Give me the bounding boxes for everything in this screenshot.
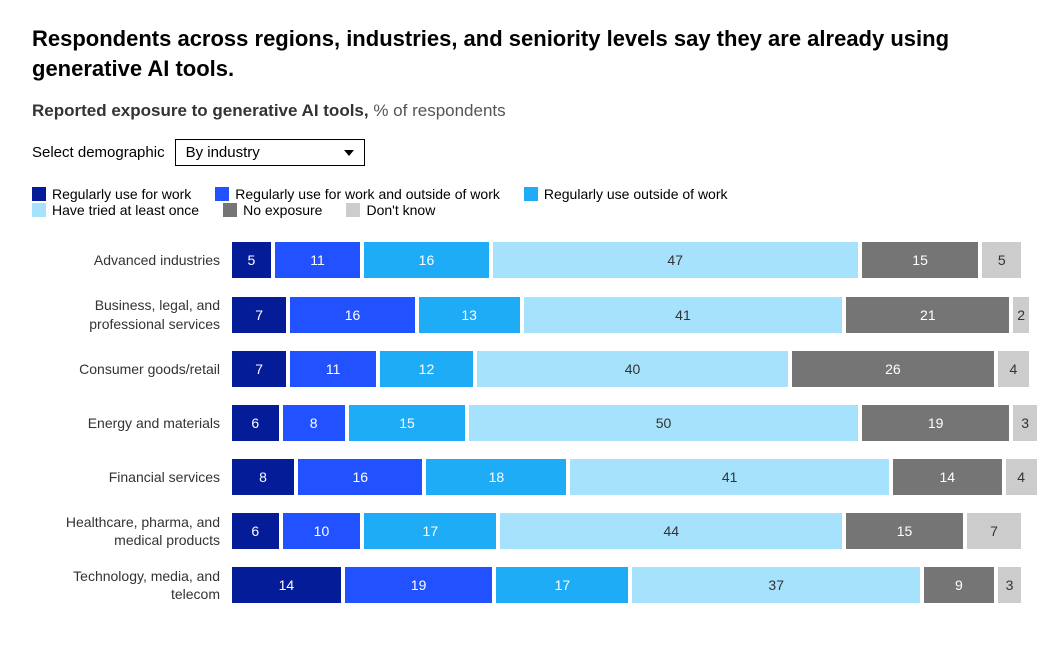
bar-segment: 19 [862,405,1010,441]
row-label: Business, legal, and professional servic… [32,296,232,332]
legend-item: Regularly use for work and outside of wo… [215,186,500,202]
bar-container: 1419173793 [232,567,1009,603]
bar-segment: 7 [232,297,286,333]
chart-row: Energy and materials681550193 [32,405,1009,441]
bar-container: 7111240264 [232,351,1009,387]
bar-segment: 41 [524,297,843,333]
bar-container: 8161841144 [232,459,1009,495]
legend-label: Regularly use outside of work [544,186,728,202]
bar-segment: 3 [1013,405,1036,441]
bar-segment: 21 [846,297,1009,333]
bar-container: 6101744157 [232,513,1009,549]
bar-segment: 50 [469,405,858,441]
bar-segment: 17 [364,513,496,549]
bar-segment: 37 [632,567,919,603]
chart-row: Advanced industries5111647155 [32,242,1009,278]
subtitle-bold: Reported exposure to generative AI tools… [32,101,369,120]
legend-swatch [215,187,229,201]
row-label: Technology, media, and telecom [32,567,232,603]
chart-subtitle: Reported exposure to generative AI tools… [32,101,1009,121]
legend-label: Regularly use for work and outside of wo… [235,186,500,202]
bar-segment: 9 [924,567,994,603]
bar-segment: 15 [846,513,963,549]
bar-segment: 26 [792,351,994,387]
bar-segment: 16 [298,459,422,495]
legend-item: Have tried at least once [32,202,199,218]
bar-segment: 41 [570,459,889,495]
bar-segment: 19 [345,567,493,603]
bar-container: 7161341212 [232,297,1009,333]
bar-segment: 16 [290,297,414,333]
bar-segment: 7 [967,513,1021,549]
bar-segment: 5 [982,242,1021,278]
row-label: Energy and materials [32,414,232,432]
bar-segment: 5 [232,242,271,278]
bar-segment: 2 [1013,297,1029,333]
bar-segment: 8 [283,405,345,441]
row-label: Consumer goods/retail [32,360,232,378]
legend-item: No exposure [223,202,322,218]
legend-label: No exposure [243,202,322,218]
selector-label: Select demographic [32,144,165,161]
legend-label: Have tried at least once [52,202,199,218]
bar-container: 681550193 [232,405,1009,441]
subtitle-rest: % of respondents [369,101,506,120]
bar-segment: 14 [893,459,1002,495]
legend-swatch [32,187,46,201]
chart-row: Consumer goods/retail7111240264 [32,351,1009,387]
legend: Regularly use for work Regularly use for … [32,186,912,218]
row-label: Advanced industries [32,251,232,269]
bar-segment: 11 [290,351,375,387]
bar-segment: 4 [1006,459,1037,495]
demographic-select[interactable]: By industry [175,139,365,166]
bar-segment: 13 [419,297,520,333]
legend-swatch [32,203,46,217]
bar-segment: 12 [380,351,473,387]
bar-segment: 6 [232,513,279,549]
select-value: By industry [186,144,260,161]
bar-segment: 16 [364,242,488,278]
stacked-bar-chart: Advanced industries5111647155Business, l… [32,242,1009,603]
bar-segment: 14 [232,567,341,603]
bar-segment: 17 [496,567,628,603]
row-label: Healthcare, pharma, and medical products [32,513,232,549]
chart-row: Technology, media, and telecom1419173793 [32,567,1009,603]
legend-swatch [223,203,237,217]
bar-segment: 8 [232,459,294,495]
legend-label: Regularly use for work [52,186,191,202]
row-label: Financial services [32,468,232,486]
demographic-selector-row: Select demographic By industry [32,139,1009,166]
bar-segment: 15 [349,405,466,441]
bar-segment: 47 [493,242,858,278]
chevron-down-icon [344,150,354,156]
legend-label: Don't know [366,202,435,218]
chart-row: Healthcare, pharma, and medical products… [32,513,1009,549]
bar-segment: 3 [998,567,1021,603]
legend-item: Don't know [346,202,435,218]
bar-segment: 7 [232,351,286,387]
bar-segment: 11 [275,242,360,278]
bar-segment: 6 [232,405,279,441]
bar-segment: 44 [500,513,842,549]
bar-segment: 15 [862,242,979,278]
bar-segment: 4 [998,351,1029,387]
legend-swatch [524,187,538,201]
bar-container: 5111647155 [232,242,1009,278]
legend-item: Regularly use for work [32,186,191,202]
legend-swatch [346,203,360,217]
bar-segment: 10 [283,513,361,549]
legend-item: Regularly use outside of work [524,186,728,202]
chart-title: Respondents across regions, industries, … [32,24,952,83]
bar-segment: 40 [477,351,788,387]
chart-row: Business, legal, and professional servic… [32,296,1009,332]
chart-row: Financial services8161841144 [32,459,1009,495]
bar-segment: 18 [426,459,566,495]
